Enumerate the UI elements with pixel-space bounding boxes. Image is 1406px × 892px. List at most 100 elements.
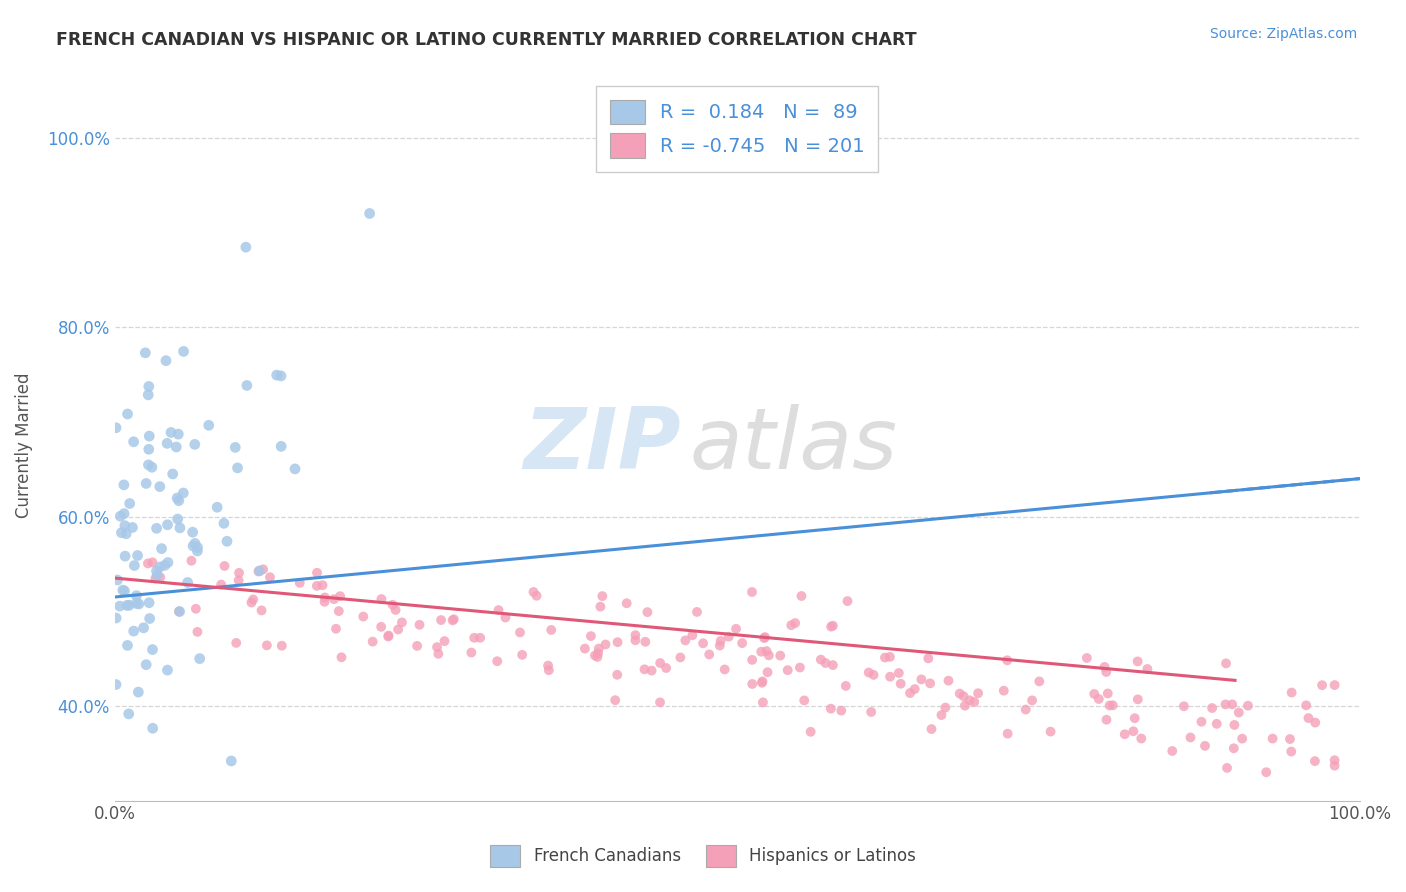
Point (858, 665, 880, 680)
Point (741, 585, 763, 599)
Point (650, 656, 672, 670)
Point (1088, 692, 1111, 706)
Point (460, 646, 482, 660)
Point (470, 631, 492, 645)
Point (165, 440, 187, 454)
Point (586, 646, 609, 660)
Point (486, 654, 509, 668)
Point (1015, 702, 1038, 716)
Point (1021, 693, 1043, 707)
Point (967, 686, 990, 700)
Point (1227, 706, 1250, 720)
Point (132, 621, 155, 635)
Point (112, 478, 135, 492)
Point (749, 645, 772, 659)
Point (166, 512, 188, 526)
Point (963, 695, 986, 709)
Point (692, 636, 714, 650)
Point (606, 667, 628, 681)
Point (352, 609, 374, 624)
Point (995, 653, 1018, 667)
Point (776, 663, 799, 677)
Point (574, 641, 596, 656)
Point (1191, 714, 1213, 729)
Point (725, 622, 748, 636)
Point (1323, 753, 1346, 767)
Point (228, 574, 250, 588)
Point (800, 724, 823, 739)
Point (136, 557, 159, 571)
Point (879, 670, 901, 684)
Point (640, 664, 662, 678)
Point (526, 589, 548, 603)
Point (1136, 662, 1159, 676)
Point (494, 610, 516, 624)
Point (890, 677, 912, 691)
Point (186, 624, 208, 639)
Point (731, 636, 754, 650)
Point (256, 638, 278, 652)
Point (329, 589, 352, 603)
Point (830, 704, 852, 718)
Point (156, 436, 179, 450)
Point (125, 596, 148, 610)
Point (997, 727, 1019, 741)
Point (1083, 687, 1105, 701)
Point (1298, 711, 1320, 725)
Point (589, 599, 612, 614)
Point (634, 634, 657, 648)
Point (917, 651, 939, 665)
Point (588, 641, 610, 656)
Point (156, 663, 179, 677)
Point (172, 486, 194, 500)
Point (522, 585, 544, 599)
Point (305, 579, 328, 593)
Point (209, 577, 232, 591)
Point (1098, 698, 1121, 713)
Point (681, 628, 703, 642)
Point (1216, 761, 1239, 775)
Point (697, 648, 720, 662)
Point (1281, 685, 1303, 699)
Point (673, 633, 696, 648)
Point (605, 693, 627, 707)
Point (1223, 718, 1246, 732)
Point (756, 665, 779, 680)
Point (931, 708, 953, 723)
Point (377, 630, 399, 644)
Point (138, 596, 160, 610)
Point (205, 500, 228, 515)
Point (1161, 744, 1184, 758)
Point (387, 623, 409, 637)
Point (835, 679, 858, 693)
Point (624, 628, 647, 642)
Point (780, 618, 803, 632)
Point (325, 622, 347, 636)
Point (741, 677, 763, 691)
Point (266, 368, 288, 383)
Point (226, 461, 249, 475)
Point (837, 594, 859, 608)
Point (252, 562, 274, 576)
Point (145, 564, 167, 578)
Point (1237, 698, 1260, 713)
Point (910, 673, 932, 687)
Point (127, 685, 149, 699)
Point (108, 599, 131, 614)
Point (1215, 657, 1237, 671)
Point (583, 648, 606, 663)
Point (167, 604, 190, 618)
Point (406, 639, 429, 653)
Point (686, 605, 709, 619)
Point (150, 541, 173, 556)
Text: Source: ZipAtlas.com: Source: ZipAtlas.com (1209, 27, 1357, 41)
Point (898, 686, 921, 700)
Point (934, 700, 956, 714)
Point (1201, 701, 1223, 715)
Legend: R =  0.184   N =  89, R = -0.745   N = 201: R = 0.184 N = 89, R = -0.745 N = 201 (596, 86, 879, 172)
Point (145, 571, 167, 585)
Point (408, 617, 430, 632)
Point (125, 589, 148, 603)
Point (821, 658, 844, 673)
Point (186, 541, 208, 555)
